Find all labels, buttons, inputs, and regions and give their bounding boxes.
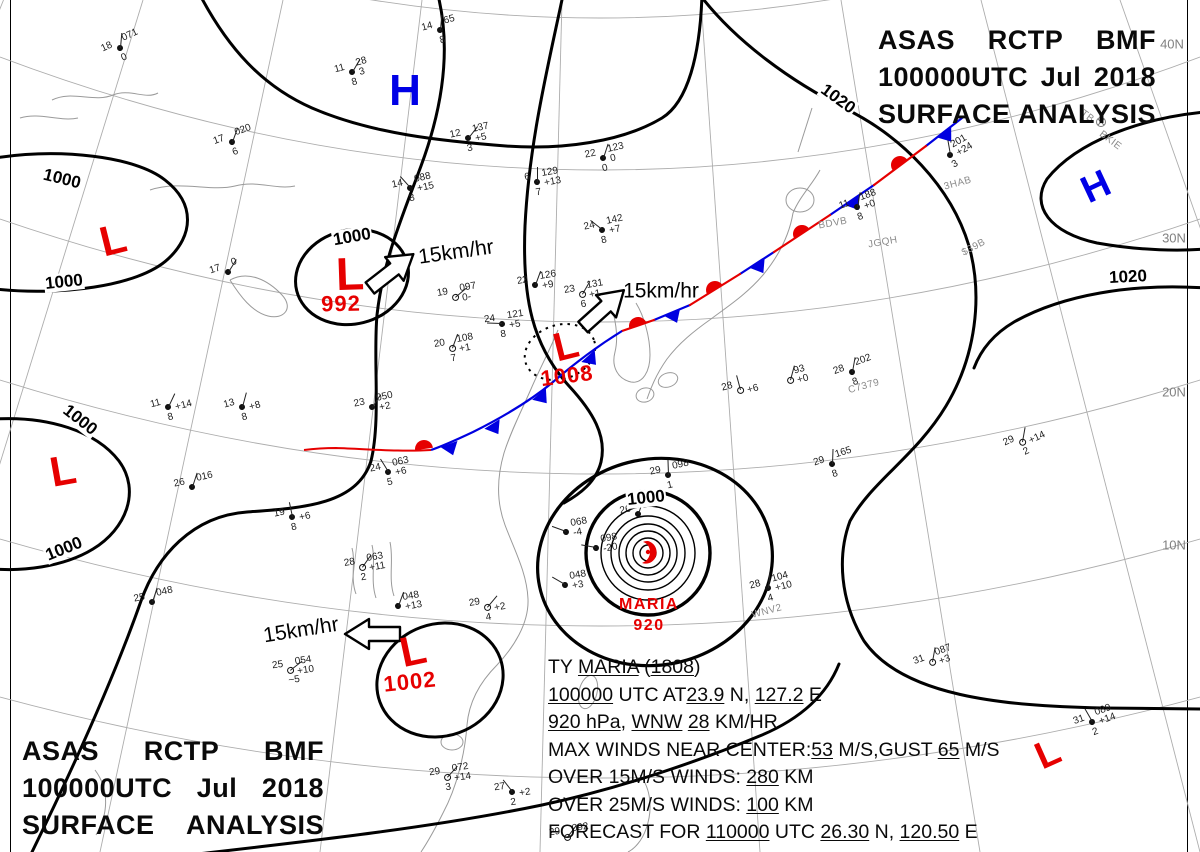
movement-arrows [343,252,626,651]
high-symbol: H [1074,162,1118,212]
latitude-label: 10N [1162,537,1186,553]
dashed-low-outline [523,323,597,381]
low-symbol: L [1028,730,1068,779]
low-pressure-value: 1008 [539,359,595,392]
coastlines [19,92,821,852]
typhoon-symbol-icon [642,541,657,564]
map-frame-right [1187,0,1189,852]
stationary-front [620,116,964,333]
latitude-label: 20N [1162,384,1186,400]
arrow-northeast-icon [577,288,626,334]
cold-front [430,330,623,456]
high-symbol: H [389,65,421,115]
front-speed-label: 15km/hr [623,279,699,303]
arrow-west-icon [343,617,402,651]
low-symbol: L [46,445,80,496]
low-pressure-value: 992 [320,290,362,317]
latitude-label: 40N [1160,36,1184,52]
typhoon-outer-isobar [536,456,774,668]
stationary-front-tail [303,440,433,452]
latitude-label: 30N [1162,230,1186,246]
low-pressure-value: 1002 [382,666,438,697]
circled-x-icon [1096,117,1106,127]
arrow-northeast-icon [364,252,415,295]
low-symbol: L [94,213,132,266]
map-frame-left [10,0,12,852]
